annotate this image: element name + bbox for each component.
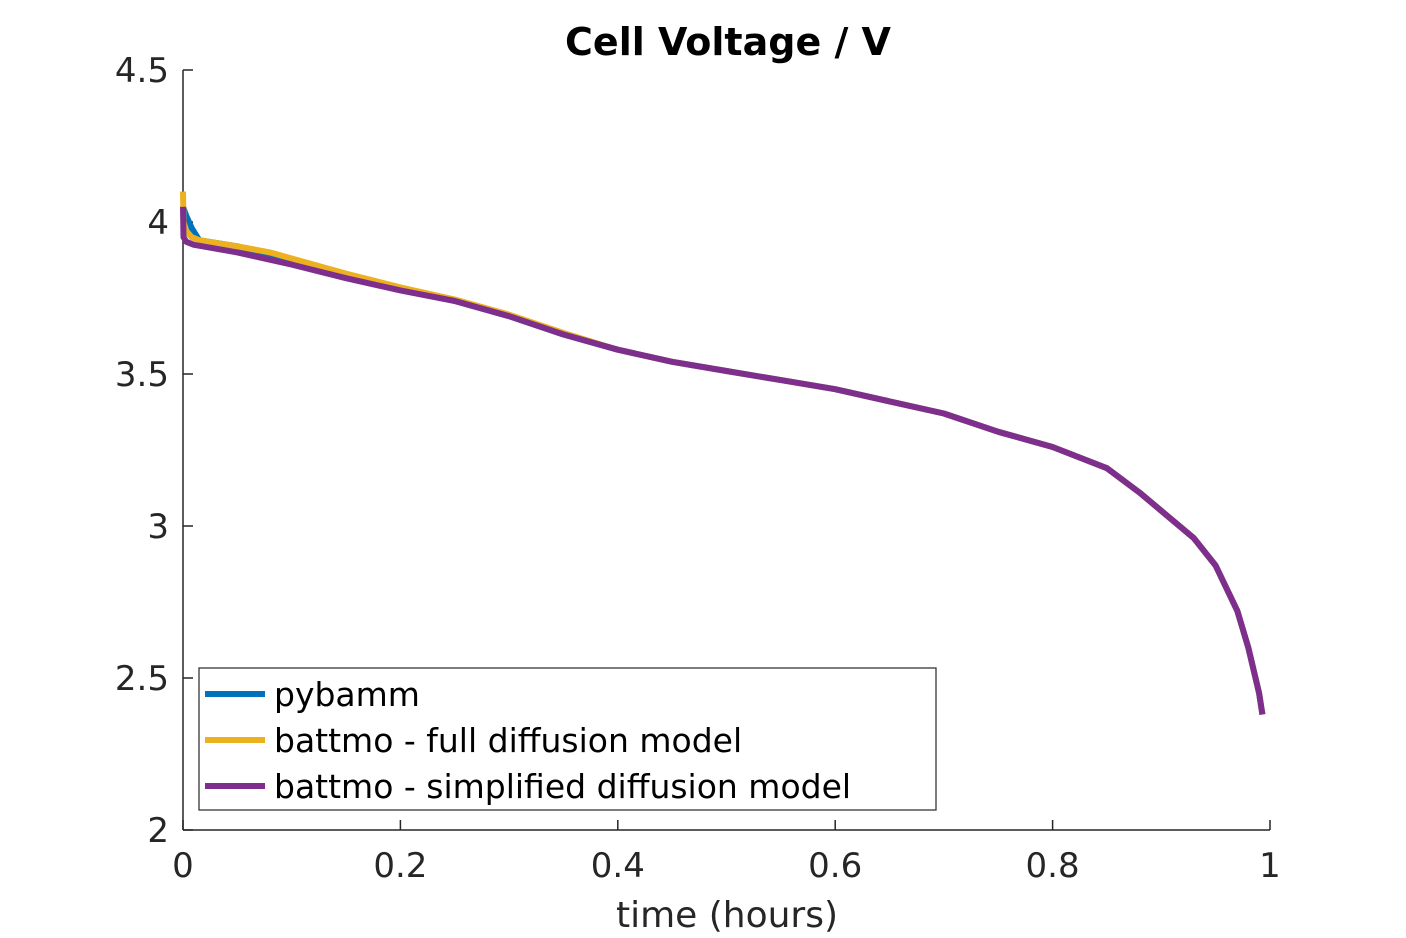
legend-box [198, 667, 937, 811]
x-tick-label: 0.6 [808, 846, 862, 886]
legend: pybamm battmo - full diffusion model battm… [198, 667, 937, 811]
x-tick-label: 0 [172, 846, 194, 886]
x-tick-label: 1 [1259, 846, 1281, 886]
plot-lines [180, 191, 1266, 715]
series-line-1 [180, 205, 1266, 715]
y-tick-label: 4 [147, 203, 169, 243]
series-line-3 [180, 206, 1266, 715]
x-tick-label: 0.2 [373, 846, 427, 886]
y-tick-label: 3.5 [115, 355, 169, 395]
axes: 0 0.2 0.4 0.6 0.8 1 2 2.5 3 3.5 4 4.5 [115, 51, 1281, 886]
x-tick-label: 0.8 [1026, 846, 1080, 886]
x-tick-label: 0.4 [591, 846, 645, 886]
legend-label: pybamm [274, 675, 420, 714]
x-axis-label: time (hours) [616, 895, 838, 936]
y-tick-label: 3 [147, 507, 169, 547]
y-tick-label: 2 [147, 811, 169, 851]
y-tick-label: 4.5 [115, 51, 169, 91]
y-tick-label: 2.5 [115, 659, 169, 699]
legend-label: battmo - full diffusion model [274, 721, 742, 760]
series-line-2 [180, 191, 1266, 715]
legend-label: battmo - simplified diffusion model [274, 767, 851, 806]
chart-title: Cell Voltage / V [565, 20, 892, 64]
